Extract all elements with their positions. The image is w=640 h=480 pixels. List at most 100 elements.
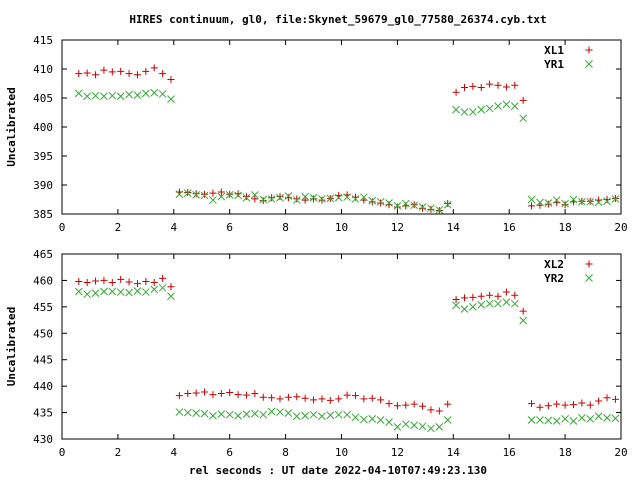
x-tick-label: 8 xyxy=(282,221,289,234)
data-point xyxy=(343,391,351,399)
data-point xyxy=(536,198,544,207)
data-point xyxy=(159,274,167,282)
data-point xyxy=(142,277,150,285)
data-point xyxy=(452,88,460,96)
data-point xyxy=(368,196,377,205)
data-point xyxy=(561,199,569,208)
y-tick-label: 415 xyxy=(33,34,53,47)
x-tick-label: 4 xyxy=(170,221,177,234)
data-point xyxy=(460,294,468,302)
data-point xyxy=(469,82,477,90)
legend-label: XL2 xyxy=(544,258,564,271)
x-tick-label: 4 xyxy=(170,446,177,459)
data-point xyxy=(217,410,226,419)
data-point xyxy=(242,193,250,201)
data-point xyxy=(586,415,595,423)
data-point xyxy=(318,196,326,204)
data-point xyxy=(183,189,192,197)
data-point xyxy=(292,196,301,204)
data-point xyxy=(469,303,477,311)
data-point xyxy=(494,102,502,110)
data-point xyxy=(75,277,83,285)
data-point xyxy=(611,414,620,423)
legend-label: YR1 xyxy=(544,58,564,71)
data-point xyxy=(318,195,326,203)
data-point xyxy=(393,203,401,211)
data-point xyxy=(251,409,259,418)
data-point xyxy=(502,100,511,109)
data-point xyxy=(74,89,83,98)
x-tick-label: 14 xyxy=(447,446,461,459)
data-point xyxy=(594,412,603,421)
data-point xyxy=(360,395,368,403)
data-point xyxy=(393,202,402,210)
y-tick-label: 460 xyxy=(33,274,53,287)
legend-marker xyxy=(585,60,593,68)
x-tick-label: 2 xyxy=(115,221,122,234)
data-point xyxy=(393,422,402,431)
data-point xyxy=(578,399,586,407)
data-point xyxy=(117,275,125,283)
data-point xyxy=(259,195,268,204)
x-tick-label: 16 xyxy=(503,446,516,459)
data-point xyxy=(419,204,427,212)
data-point xyxy=(561,415,569,423)
x-tick-label: 8 xyxy=(282,446,289,459)
data-point xyxy=(242,410,251,419)
data-point xyxy=(242,391,250,399)
data-point xyxy=(443,416,452,424)
data-point xyxy=(150,88,159,97)
data-point xyxy=(569,401,577,409)
data-point xyxy=(259,410,268,419)
data-point xyxy=(92,71,100,79)
data-point xyxy=(460,305,469,313)
data-point xyxy=(276,408,284,416)
y-tick-label: 430 xyxy=(33,433,53,446)
data-point xyxy=(209,391,217,399)
data-point xyxy=(74,287,83,296)
legend-label: YR2 xyxy=(544,272,564,285)
data-point xyxy=(552,196,561,204)
data-point xyxy=(116,92,125,101)
data-point xyxy=(368,394,376,402)
data-point xyxy=(544,416,553,425)
data-point xyxy=(183,408,192,417)
plot-panel-1: 0 2 4 6 8 10 12 14 16 18 20 385 390 395 400 405 410 415 Un… xyxy=(5,34,628,234)
data-point xyxy=(427,406,435,414)
data-point xyxy=(418,203,427,211)
data-point xyxy=(268,394,276,402)
data-point xyxy=(536,416,544,424)
data-point xyxy=(586,197,595,206)
y-tick-label: 390 xyxy=(33,179,53,192)
y-tick-label: 400 xyxy=(33,121,53,134)
data-point xyxy=(444,200,452,208)
x-tick-label: 18 xyxy=(558,446,571,459)
data-point xyxy=(486,80,494,88)
data-point xyxy=(603,197,611,206)
data-point xyxy=(569,417,578,425)
data-point xyxy=(477,84,485,92)
data-point xyxy=(125,278,133,286)
data-point xyxy=(502,288,510,296)
data-point xyxy=(402,401,410,409)
series-YR1 xyxy=(74,88,620,214)
y-tick-label: 435 xyxy=(33,407,53,420)
data-point xyxy=(267,407,276,416)
data-point xyxy=(108,68,116,76)
data-point xyxy=(494,81,502,89)
data-point xyxy=(578,197,586,206)
data-point xyxy=(117,67,125,75)
data-point xyxy=(108,279,116,287)
data-point xyxy=(401,420,410,429)
x-tick-label: 2 xyxy=(115,446,122,459)
data-point xyxy=(125,288,133,297)
x-tick-label: 20 xyxy=(614,221,627,234)
data-point xyxy=(511,81,519,89)
series-XL2 xyxy=(75,274,619,415)
data-point xyxy=(284,194,292,202)
data-point xyxy=(293,393,301,401)
data-point xyxy=(284,409,293,417)
y-tick-label: 395 xyxy=(33,150,53,163)
legend-marker xyxy=(585,274,593,282)
